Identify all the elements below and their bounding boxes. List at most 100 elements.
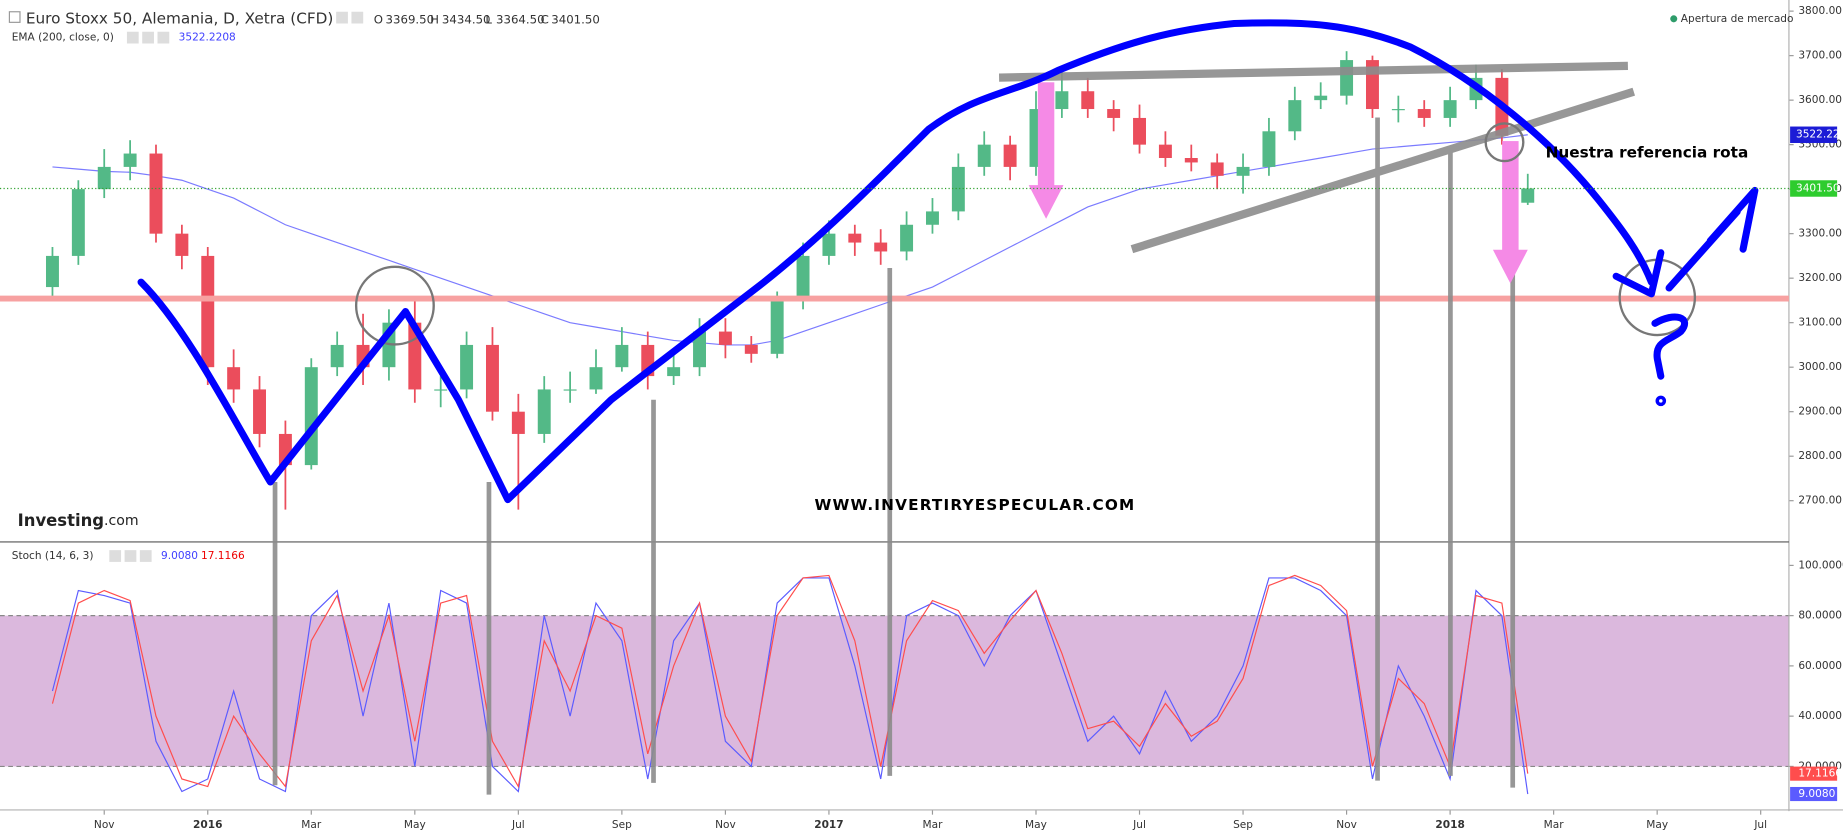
x-tick-label: Nov — [94, 819, 115, 831]
ohlc-value: 3369.50 — [386, 12, 435, 26]
candle-body — [1391, 109, 1405, 111]
pink-arrows — [1028, 82, 1528, 284]
logo: Investing.com — [18, 510, 139, 529]
ema-line — [52, 134, 1528, 346]
y-tick-label: 3600.00 — [1798, 94, 1842, 106]
y-tick-label: 3200.00 — [1798, 272, 1842, 284]
stoch-line — [51, 577, 1529, 795]
candle-body — [1107, 109, 1121, 118]
x-tick-label: Mar — [1544, 819, 1565, 831]
annotation-text: Nuestra referencia rota — [1546, 143, 1749, 161]
rising-trendline — [1130, 87, 1636, 254]
y-tick-label: 2700.00 — [1798, 495, 1842, 507]
candle-body — [71, 189, 85, 256]
candle-body — [925, 211, 939, 225]
candle-body — [253, 389, 266, 434]
logo-main: Investing — [18, 510, 104, 529]
x-tick-label: Jul — [1753, 819, 1767, 831]
stoch-badge — [1790, 766, 1838, 781]
last-price-badge — [1790, 180, 1838, 197]
candle-body — [1210, 162, 1224, 176]
candle-body — [460, 344, 474, 390]
y-tick-label: 100.0000 — [1798, 559, 1843, 571]
ema-legend: EMA (200, close, 0) — [12, 32, 114, 44]
candle-body — [796, 255, 810, 301]
y-tick-label: 60.0000 — [1798, 660, 1842, 672]
chart-title: Euro Stoxx 50, Alemania, D, Xetra (CFD) — [26, 9, 334, 27]
stoch-badge-label: 9.0080 — [1798, 788, 1835, 800]
ema-badge-label: 3522.22 — [1796, 129, 1840, 141]
candle-body — [615, 344, 629, 368]
ohlc-name: H — [430, 12, 439, 26]
y-tick-label: 3100.00 — [1798, 317, 1842, 329]
stoch-k-value: 9.0080 — [161, 550, 198, 562]
candle-body — [977, 144, 991, 167]
icon[interactable] — [139, 550, 152, 562]
question-mark — [1651, 313, 1689, 380]
icon[interactable] — [157, 31, 170, 44]
candle-body — [1288, 100, 1302, 132]
x-tick-label: Mar — [922, 819, 943, 831]
candle-body — [1184, 157, 1198, 163]
y-tick-label: 3800.00 — [1798, 5, 1842, 17]
stoch-d-value: 17.1166 — [201, 550, 245, 562]
stoch-badge-label: 17.1166 — [1798, 768, 1842, 780]
candle-body — [1340, 60, 1354, 96]
candle-body — [770, 300, 784, 354]
y-tick-label: 3700.00 — [1798, 50, 1842, 62]
collapse-icon[interactable] — [8, 11, 21, 23]
circle — [354, 265, 435, 346]
candle-body — [45, 255, 59, 288]
blue-drawing — [137, 19, 1759, 504]
market-status: Apertura de mercado — [1681, 13, 1794, 25]
candle-body — [227, 367, 241, 390]
stoch-legend: Stoch (14, 6, 3) — [12, 550, 94, 562]
candle-body — [874, 242, 888, 252]
candle-body — [693, 331, 706, 368]
candle-body — [1133, 117, 1146, 145]
x-tick-label: 2018 — [1435, 819, 1464, 831]
candle-body — [718, 331, 732, 345]
candle-body — [1443, 100, 1457, 118]
x-tick-label: May — [1025, 819, 1047, 831]
candle-body — [149, 153, 163, 234]
candle-body — [1417, 109, 1431, 118]
candle-body — [1055, 91, 1069, 110]
icon[interactable] — [142, 31, 154, 44]
x-tick-label: 2017 — [814, 819, 843, 831]
x-tick-label: Sep — [1233, 819, 1253, 831]
candle-body — [589, 367, 603, 390]
ohlc-value: 3434.50 — [442, 12, 491, 26]
x-tick-label: 2016 — [193, 819, 222, 831]
x-tick-label: May — [404, 819, 426, 831]
candle-body — [485, 344, 499, 412]
icon[interactable] — [351, 11, 364, 24]
arrows — [1612, 186, 1759, 298]
candle-body — [1521, 188, 1535, 203]
icon[interactable] — [126, 31, 139, 44]
stoch-line — [51, 574, 1529, 789]
ema-value: 3522.2208 — [179, 32, 236, 44]
candle-body — [304, 367, 318, 466]
x-tick-label: Jul — [1132, 819, 1146, 831]
y-tick-label: 3300.00 — [1798, 228, 1842, 240]
arrow-head — [1028, 185, 1064, 219]
icon[interactable] — [336, 11, 348, 24]
arrow-shaft — [1502, 141, 1519, 253]
x-tick-label: Nov — [1336, 819, 1357, 831]
ohlc-name: C — [541, 12, 549, 26]
arrow-head — [1492, 249, 1528, 284]
icon[interactable] — [124, 550, 137, 562]
candle-body — [1158, 144, 1172, 158]
last-price-label: 3401.50 — [1796, 182, 1840, 194]
watermark: WWW.INVERTIRYESPECULAR.COM — [815, 496, 1136, 514]
candle-body — [1081, 91, 1095, 110]
arrow-shaft — [1037, 82, 1055, 189]
logo-suffix: .com — [104, 513, 139, 529]
candle-body — [563, 389, 577, 391]
x-tick-label: Sep — [612, 819, 632, 831]
y-tick-label: 80.0000 — [1798, 610, 1842, 622]
icon[interactable] — [109, 550, 122, 562]
